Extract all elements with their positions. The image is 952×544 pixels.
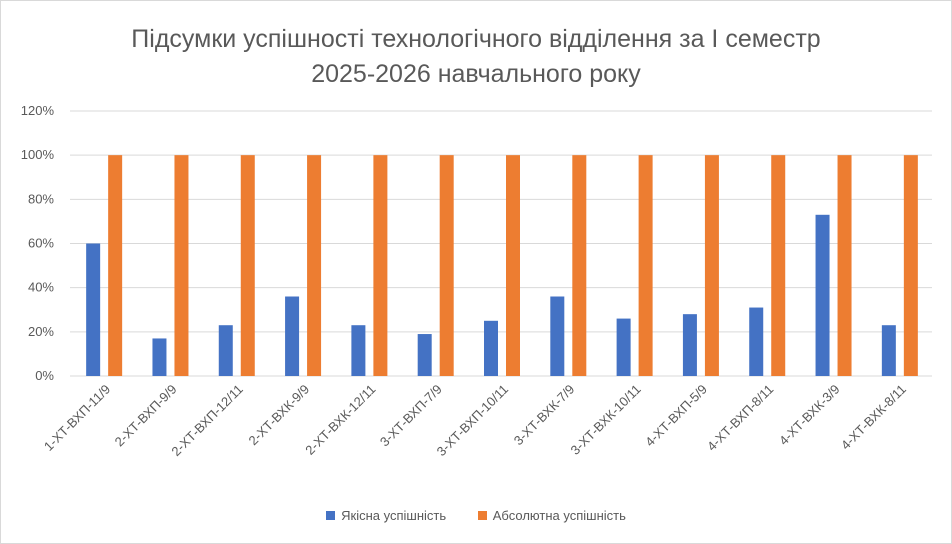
legend: Якісна успішність Абсолютна успішність bbox=[0, 508, 952, 523]
chart-title: Підсумки успішності технологічного відді… bbox=[0, 22, 952, 92]
x-tick-label: 2-ХТ-ВХП-9/9 bbox=[112, 382, 180, 450]
bar-absolute bbox=[771, 155, 786, 376]
legend-label-quality: Якісна успішність bbox=[341, 508, 447, 523]
bar-quality bbox=[881, 325, 896, 376]
x-tick-label: 3-ХТ-ВХК-10/11 bbox=[568, 382, 644, 458]
bar-quality bbox=[351, 325, 366, 376]
x-tick-label: 3-ХТ-ВХК-7/9 bbox=[511, 382, 578, 449]
legend-item-absolute: Абсолютна успішність bbox=[477, 508, 626, 523]
bar-absolute bbox=[373, 155, 388, 376]
bar-absolute bbox=[837, 155, 852, 376]
x-tick-label: 3-ХТ-ВХП-7/9 bbox=[377, 382, 445, 450]
x-tick-label: 4-ХТ-ВХП-5/9 bbox=[642, 382, 710, 450]
y-tick-label: 120% bbox=[21, 103, 55, 118]
chart-title-line-2: 2025-2026 навчального року bbox=[311, 60, 641, 88]
bar-quality bbox=[285, 296, 300, 376]
bar-quality bbox=[86, 243, 101, 376]
bar-quality bbox=[616, 318, 631, 376]
y-tick-label: 0% bbox=[35, 368, 54, 383]
bar-quality bbox=[815, 214, 830, 376]
x-tick-label: 2-ХТ-ВХП-12/11 bbox=[168, 382, 245, 459]
bar-absolute bbox=[704, 155, 719, 376]
x-tick-label: 4-ХТ-ВХП-8/11 bbox=[704, 382, 776, 454]
y-tick-label: 80% bbox=[28, 191, 54, 206]
legend-label-absolute: Абсолютна успішність bbox=[492, 508, 626, 523]
x-tick-label: 1-ХТ-ВХП-11/9 bbox=[41, 382, 113, 454]
bar-quality bbox=[417, 334, 432, 376]
bar-absolute bbox=[903, 155, 918, 376]
y-tick-label: 20% bbox=[28, 324, 54, 339]
bar-quality bbox=[682, 314, 697, 376]
bar-absolute bbox=[307, 155, 322, 376]
bar-absolute bbox=[506, 155, 520, 376]
y-tick-label: 40% bbox=[28, 280, 54, 295]
bar-quality bbox=[749, 307, 764, 376]
legend-swatch-quality bbox=[326, 511, 336, 520]
x-tick-label: 2-ХТ-ВХК-12/11 bbox=[302, 382, 378, 458]
x-tick-label: 3-ХТ-ВХП-10/11 bbox=[434, 382, 511, 459]
y-tick-label: 60% bbox=[28, 236, 54, 251]
x-tick-label: 2-ХТ-ВХК-9/9 bbox=[246, 382, 313, 449]
bar-absolute bbox=[439, 155, 454, 376]
legend-item-quality: Якісна успішність bbox=[326, 508, 446, 523]
legend-swatch-absolute bbox=[477, 511, 487, 520]
y-tick-label: 100% bbox=[21, 147, 55, 162]
bar-absolute bbox=[240, 155, 255, 376]
bar-absolute bbox=[108, 155, 123, 376]
bar-absolute bbox=[638, 155, 653, 376]
x-tick-label: 4-ХТ-ВХК-3/9 bbox=[776, 382, 843, 449]
bar-absolute bbox=[572, 155, 587, 376]
bar-quality bbox=[152, 338, 167, 376]
bar-quality bbox=[550, 296, 565, 376]
bar-quality bbox=[218, 325, 233, 376]
bar-quality bbox=[484, 320, 498, 376]
bar-absolute bbox=[174, 155, 189, 376]
x-tick-label: 4-ХТ-ВХК-8/11 bbox=[838, 382, 909, 453]
chart-title-line-1: Підсумки успішності технологічного відді… bbox=[131, 25, 821, 53]
